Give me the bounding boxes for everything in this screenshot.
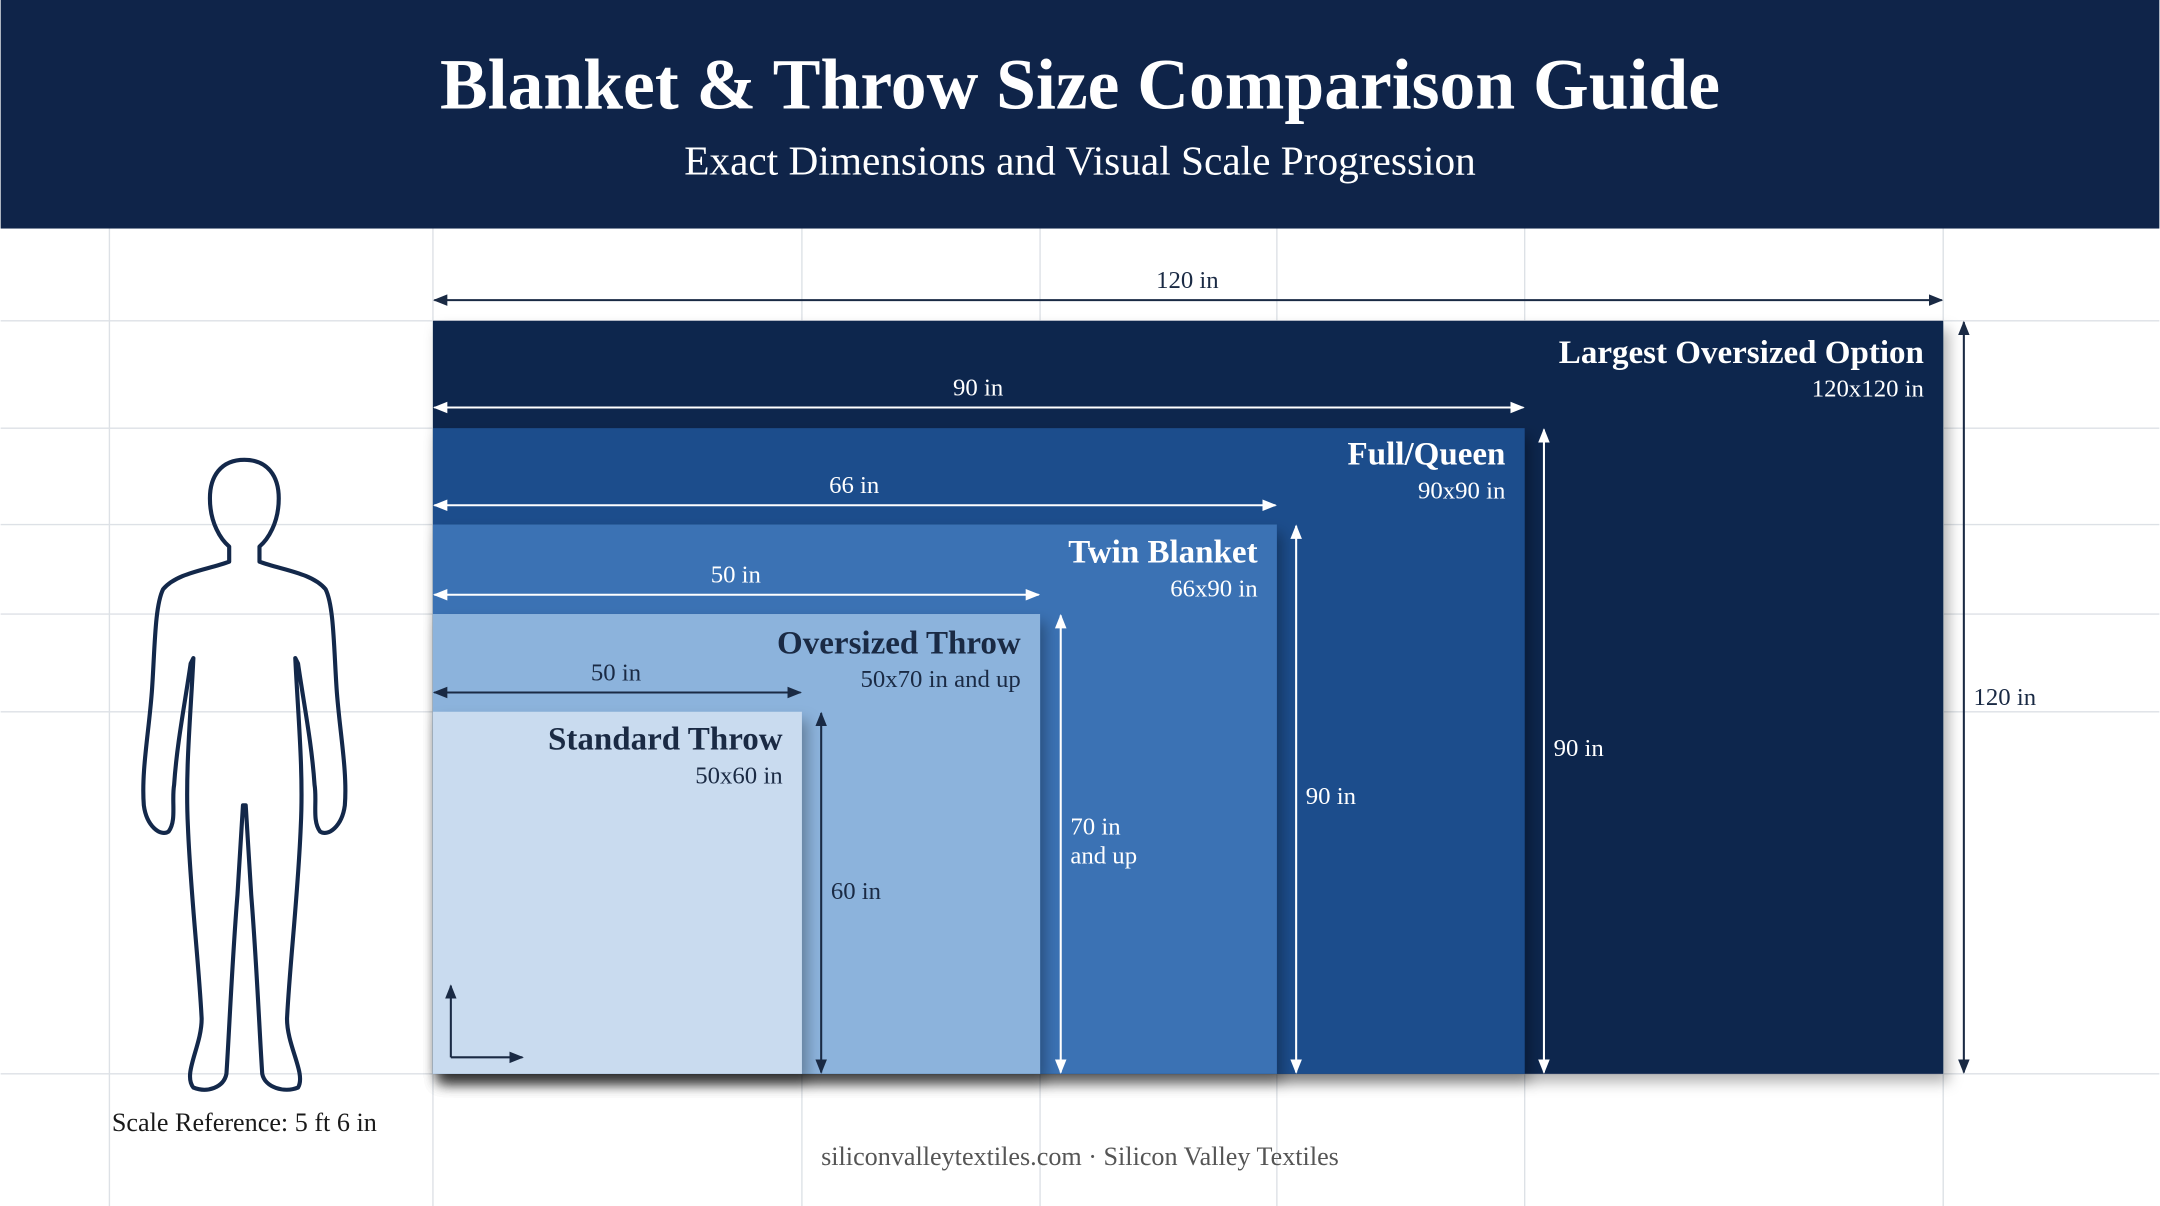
width-label: 50 in: [591, 659, 642, 686]
size-name: Standard Throw: [548, 722, 783, 758]
width-label: 66 in: [829, 472, 880, 499]
subtitle: Exact Dimensions and Visual Scale Progre…: [684, 138, 1476, 184]
width-label: 90 in: [953, 374, 1004, 401]
size-name: Largest Oversized Option: [1559, 335, 1924, 371]
height-label: 120 in: [1973, 684, 2036, 711]
size-name: Oversized Throw: [777, 625, 1021, 661]
size-box: [432, 711, 802, 1074]
person-silhouette: [141, 457, 348, 1092]
height-label: 90 in: [1306, 783, 1357, 810]
height-label: and up: [1070, 842, 1137, 869]
size-name: Full/Queen: [1348, 437, 1506, 473]
size-name: Twin Blanket: [1068, 534, 1257, 570]
size-dims: 66x90 in: [1170, 575, 1258, 602]
header-band: [0, 0, 2160, 229]
scale-reference: Scale Reference: 5 ft 6 in: [112, 1108, 377, 1137]
title: Blanket & Throw Size Comparison Guide: [440, 46, 1720, 125]
width-label: 120 in: [1156, 267, 1219, 294]
size-boxes: Largest Oversized Option 120x120 in 120 in…: [432, 267, 2037, 1074]
axis-corner: [445, 984, 524, 1064]
size-dims: 50x70 in and up: [861, 666, 1021, 693]
size-dims: 120x120 in: [1812, 376, 1925, 403]
height-label: 90 in: [1554, 735, 1605, 762]
size-dims: 90x90 in: [1418, 478, 1506, 505]
size-dims: 50x60 in: [695, 763, 783, 790]
height-label: 70 in: [1070, 813, 1121, 840]
width-label: 50 in: [711, 562, 762, 589]
height-label: 60 in: [831, 878, 882, 905]
footer: siliconvalleytextiles.com · Silicon Vall…: [821, 1142, 1339, 1171]
